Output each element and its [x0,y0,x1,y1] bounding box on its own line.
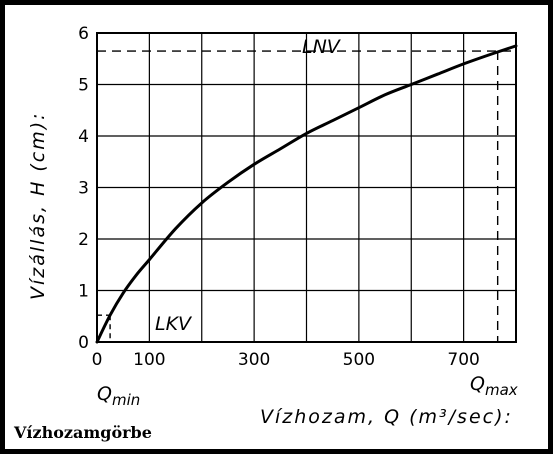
x-tick-label: 100 [133,350,165,370]
y-tick-label: 6 [78,24,89,44]
x-tick-label: 500 [343,350,375,370]
x-tick-labels: 0 100 300 500 700 [92,350,480,370]
figure-caption: Vízhozamgörbe [13,423,152,442]
qmax-q: Q [470,373,485,395]
qmin-sub: min [112,391,140,409]
x-tick-label: 700 [447,350,479,370]
x-axis-title: Vízhozam, Q (m³/sec): [260,406,513,428]
y-tick-label: 1 [78,282,89,302]
lkv-label: LKV [155,313,193,335]
plot-border [96,32,517,343]
y-tick-label: 5 [78,76,89,96]
qmax-sub: max [485,381,518,399]
y-tick-label: 3 [78,179,89,199]
y-axis-title: Vízállás, H (cm): [27,111,49,300]
y-tick-label: 4 [78,127,89,147]
y-tick-labels: 0 1 2 3 4 5 6 [78,24,89,353]
qmin-label: Qmin [97,383,140,409]
rating-curve-line [95,44,518,344]
x-tick-label: 300 [238,350,270,370]
y-tick-label: 0 [78,333,89,353]
y-tick-label: 2 [78,230,89,250]
qmax-label: Qmax [470,373,518,399]
grid [96,32,517,343]
x-tick-label: 0 [92,350,103,370]
reference-lines [97,50,516,342]
lnv-label: LNV [302,36,342,58]
qmin-q: Q [97,383,112,405]
